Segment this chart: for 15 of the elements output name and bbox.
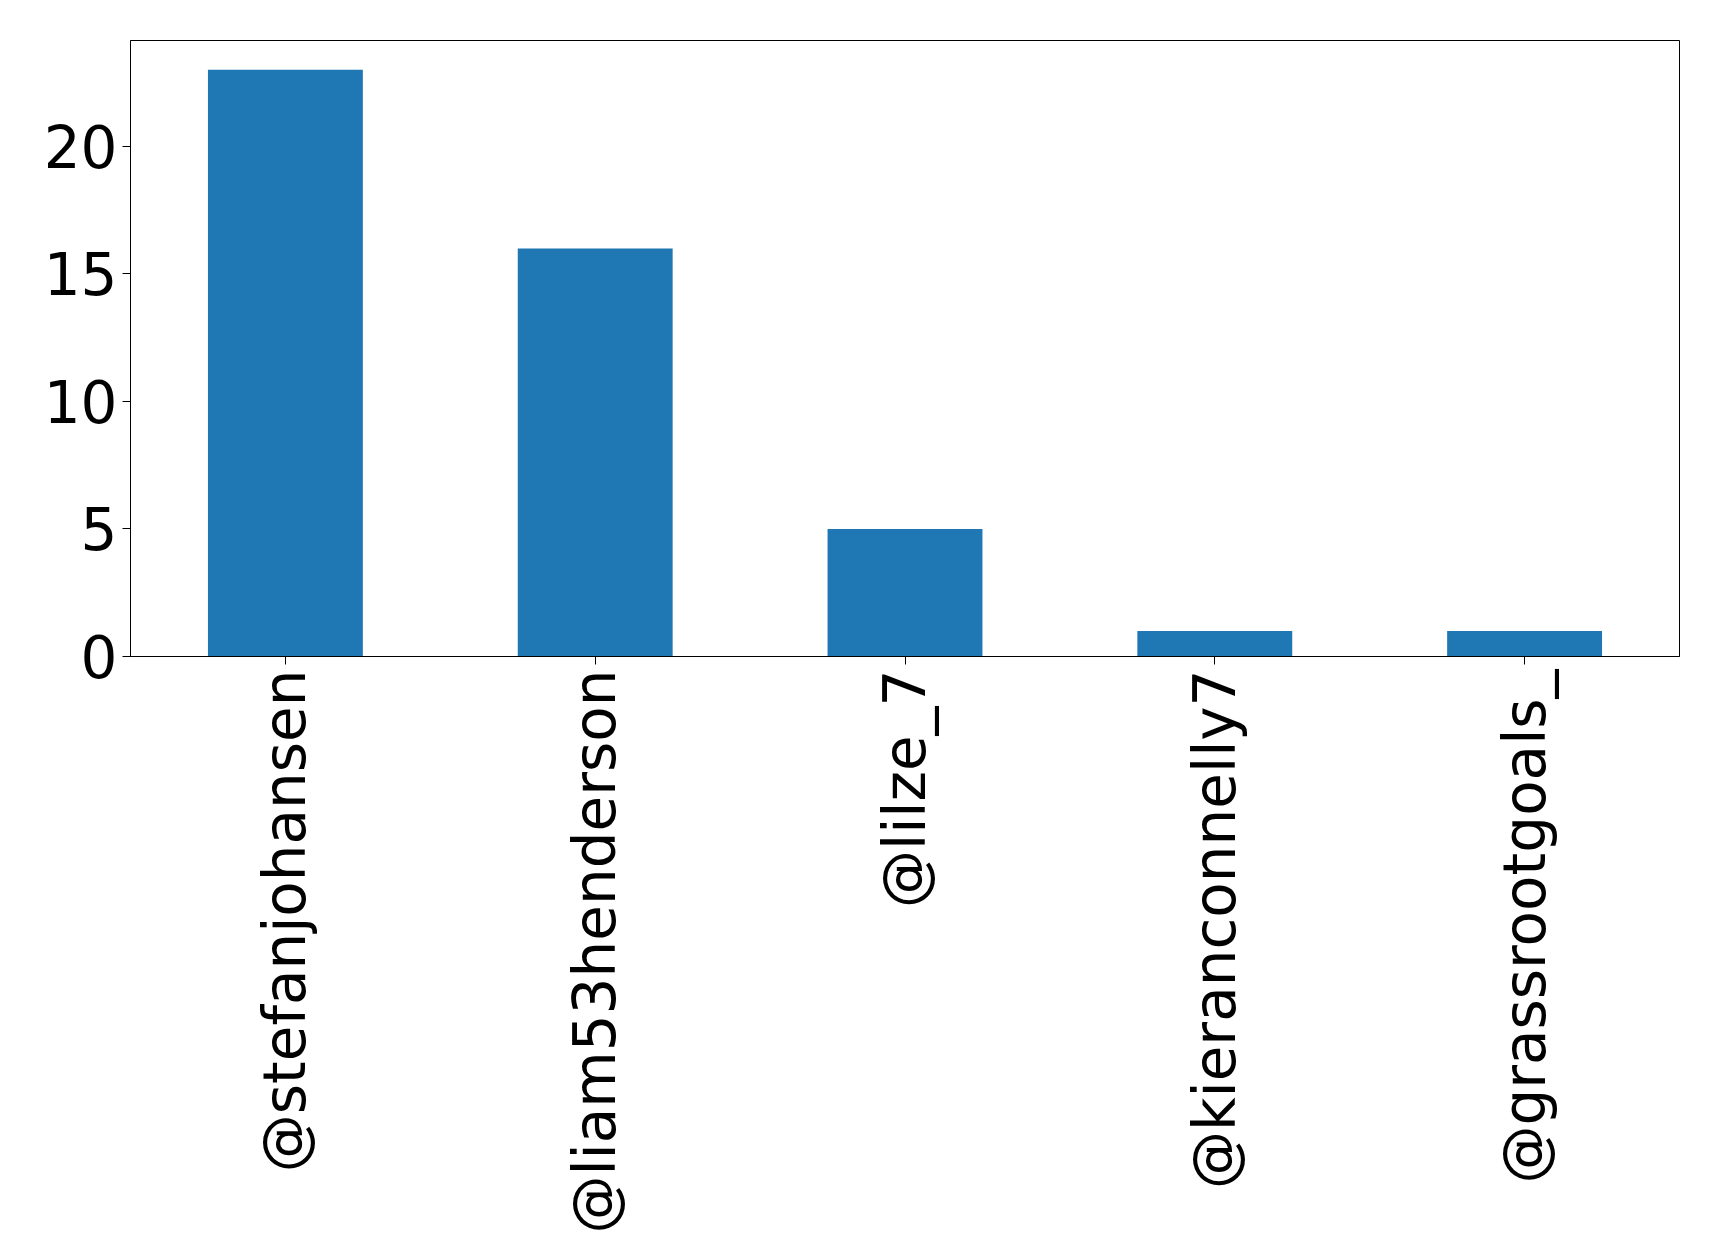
bar — [207, 69, 363, 657]
y-tick-label: 10 — [43, 368, 118, 437]
x-tick-label: @liam53henderson — [561, 669, 630, 1234]
x-tick-label: @lilze_7 — [871, 669, 939, 908]
x-tick-label: @grassrootgoals_ — [1490, 668, 1559, 1184]
x-tick-label: @stefanjohansen — [251, 669, 320, 1173]
bar — [827, 528, 983, 657]
y-tick-label: 0 — [80, 624, 118, 692]
y-tick-label: 20 — [43, 113, 118, 182]
bar — [517, 248, 673, 657]
bar — [1447, 630, 1603, 657]
x-tick-label: @kieranconnelly7 — [1180, 669, 1249, 1190]
y-tick-label: 5 — [80, 496, 118, 565]
bar — [1137, 630, 1293, 657]
y-tick-label: 15 — [43, 241, 118, 310]
